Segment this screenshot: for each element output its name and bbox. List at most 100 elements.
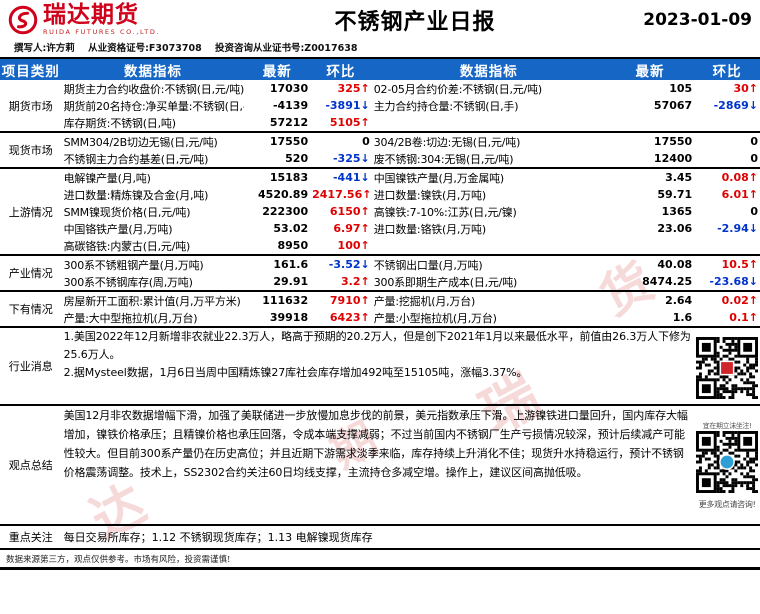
row-category: 现货市场 (0, 132, 62, 169)
indicator-label-left: 期货前20名持仓:净买单量:不锈钢(日,手) (63, 99, 245, 113)
indicator-label-left: 进口数量:精炼镍及合金(月,吨) (63, 188, 209, 202)
indicator-change-left: 325↑ (337, 82, 370, 95)
indicator-change-left: 0 (362, 135, 370, 148)
indicator-value-left: 17550 (269, 135, 309, 148)
indicator-change-right: 0 (750, 135, 758, 148)
indicator-label-right: 产量:挖掘机(月,万台) (373, 294, 476, 308)
indicator-value-right: 2.64 (665, 294, 693, 307)
indicator-label-left: 产量:大中型拖拉机(月,万台) (61, 309, 245, 328)
indicator-label-left: 期货主力合约收盘价:不锈钢(日,元/吨) (63, 82, 245, 96)
byline-consulting: 投资咨询从业证书号:Z0017638 (215, 43, 358, 54)
row-category: 产业情况 (0, 255, 62, 292)
indicator-value-right: 23.06 (657, 222, 693, 235)
summary-body: 美国12月非农数据增幅下滑，加强了美联储进一步放慢加息步伐的前景，美元指数承压下… (61, 405, 695, 526)
report-date: 2023-01-09 (643, 10, 752, 30)
news-item-1: 2.据Mysteel数据，1月6日当周中国精炼镍27库社会库存增加492吨至15… (63, 366, 528, 379)
indicator-value-left: 161.6 (273, 258, 309, 271)
focus-row: 重点关注 每日交易所库存；1.12 不锈钢现货库存；1.13 电解镍现货库存 (0, 525, 760, 548)
indicator-value-right: 3.45 (665, 171, 693, 184)
indicator-value-right: 40.08 (657, 258, 693, 271)
indicator-change-right (694, 237, 760, 256)
indicator-value-left: 8950 (244, 237, 311, 256)
indicator-label-right (371, 114, 606, 133)
byline-author: 撰写人:许方莉 (14, 43, 75, 54)
table-row: 库存期货:不锈钢(日,吨) 57212 5105↑ (0, 114, 760, 133)
indicator-label-left: 房屋新开工面积:累计值(月,万平方米) (63, 294, 241, 308)
table-row: 不锈钢主力合约基差(日,元/吨) 520 -325↓ 废不锈钢:304:无锡(日,元/… (0, 150, 760, 169)
indicator-label-right: 304/2B卷:切边:无锡(日,元/吨) (373, 135, 521, 149)
indicator-label-right: 主力合约持仓量:不锈钢(日,手) (373, 99, 519, 113)
table-row: 下有情况 房屋新开工面积:累计值(月,万平方米) 111632 7910↑ 产量:挖掘机… (0, 291, 760, 328)
indicator-value-left: 29.91 (244, 273, 311, 292)
focus-label: 重点关注 (8, 531, 53, 544)
indicator-change-right: 30↑ (733, 82, 758, 95)
news-label: 行业消息 (0, 327, 62, 406)
summary-label: 观点总结 (0, 405, 62, 526)
indicator-value-left: 39918 (244, 309, 311, 328)
disclaimer: 数据来源第三方，观点仅供参考。市场有风险，投资需谨慎! (0, 548, 760, 570)
th-category: 项目类别 (0, 59, 62, 80)
indicator-value-left: 17030 (269, 82, 309, 95)
indicator-label-right: 产量:小型拖拉机(月,万台) (371, 309, 606, 328)
table-row: 高碳铬铁:内蒙古(日,元/吨) 8950 100↑ (0, 237, 760, 256)
indicator-label-right: 不锈钢出口量(月,万吨) (373, 258, 483, 272)
indicator-label-right: 02-05月合约价差:不锈钢(日,元/吨) (373, 82, 542, 96)
indicator-label-left: 不锈钢主力合约基差(日,元/吨) (61, 150, 245, 169)
brand-logo: 瑞达期货 RUIDA FUTURES CO.,LTD. (8, 4, 218, 36)
indicator-change-left: 5105↑ (310, 114, 372, 133)
indicator-label-left: 库存期货:不锈钢(日,吨) (61, 114, 245, 133)
indicator-change-right: -2869↓ (713, 99, 758, 112)
indicator-label-left: 高碳铬铁:内蒙古(日,元/吨) (61, 237, 245, 256)
byline: 撰写人:许方莉 从业资格证号:F3073708 投资咨询从业证书号:Z00176… (0, 38, 760, 59)
news-qr-code[interactable] (696, 336, 759, 402)
th-latest-l: 最新 (244, 59, 311, 80)
indicator-change-left: 6.97↑ (333, 222, 370, 235)
indicator-label-right (371, 237, 606, 256)
indicator-label-right: 进口数量:铬铁(月,万吨) (373, 222, 486, 236)
table-row: 产量:大中型拖拉机(月,万台) 39918 6423↑ 产量:小型拖拉机(月,万台) 1… (0, 309, 760, 328)
consult-qr-code[interactable] (696, 430, 759, 496)
indicator-value-left: 57212 (244, 114, 311, 133)
indicator-change-right: -23.68↓ (694, 273, 760, 292)
news-row: 行业消息 1.美国2022年12月新增非农就业22.3万人，略高于预期的20.2… (0, 327, 760, 406)
table-row: 300系不锈钢库存(周,万吨) 29.91 3.2↑ 300系即期生产成本(日,元/吨… (0, 273, 760, 292)
indicator-value-right: 57067 (653, 99, 693, 112)
table-row: 现货市场 SMM304/2B切边无锡(日,元/吨) 17550 0 304/2B卷:切边… (0, 132, 760, 169)
indicator-label-right: 高镍铁:7-10%:江苏(日,元/镍) (373, 205, 517, 219)
report-header: 瑞达期货 RUIDA FUTURES CO.,LTD. 不锈钢产业日报 2023… (0, 0, 760, 38)
indicator-value-right: 59.71 (657, 188, 693, 201)
indicator-label-left: SMM镍现货价格(日,元/吨) (63, 205, 191, 219)
indicator-change-left: 6423↑ (310, 309, 372, 328)
page-title: 不锈钢产业日报 (334, 10, 496, 35)
indicator-value-right: 8474.25 (605, 273, 695, 292)
indicator-value-right: 1365 (661, 205, 693, 218)
indicator-label-right: 300系即期生产成本(日,元/吨) (371, 273, 606, 292)
indicator-label-left: 300系不锈粗钢产量(月,万吨) (63, 258, 204, 272)
indicator-label-left: 中国铬铁产量(月,万吨) (63, 222, 173, 236)
indicator-change-left: -441↓ (332, 171, 370, 184)
summary-qr-top-text: 宜在期立沫坐注! (702, 421, 752, 430)
indicator-change-right: 0.08↑ (721, 171, 758, 184)
indicator-change-right: 0 (750, 205, 758, 218)
summary-qr-caption: 更多观点请咨询! (698, 499, 756, 509)
indicator-change-left: 6150↑ (329, 205, 370, 218)
table-row: 中国铬铁产量(月,万吨) 53.02 6.97↑ 进口数量:铬铁(月,万吨) 23.06… (0, 220, 760, 237)
indicator-value-left: 53.02 (273, 222, 309, 235)
indicator-value-left: -4139 (272, 99, 309, 112)
news-body: 1.美国2022年12月新增非农就业22.3万人，略高于预期的20.2万人，但是… (61, 327, 695, 406)
brand-name-en: RUIDA FUTURES CO.,LTD. (43, 28, 161, 37)
news-item-0: 1.美国2022年12月新增非农就业22.3万人，略高于预期的20.2万人，但是… (63, 330, 691, 361)
news-qr-cell (694, 327, 760, 406)
indicator-change-left: 3.2↑ (310, 273, 372, 292)
ruida-swirl-icon (8, 5, 38, 35)
indicator-label-left: SMM304/2B切边无锡(日,元/吨) (63, 135, 218, 149)
indicator-label-right: 废不锈钢:304:无锡(日,元/吨) (371, 150, 606, 169)
indicator-value-left: 111632 (262, 294, 309, 307)
table-header-row: 项目类别 数据指标 最新 环比 数据指标 最新 环比 (0, 59, 760, 80)
indicator-change-right: 0.02↑ (721, 294, 758, 307)
summary-row: 观点总结 美国12月非农数据增幅下滑，加强了美联储进一步放慢加息步伐的前景，美元… (0, 405, 760, 526)
indicator-value-left: 4520.89 (258, 188, 309, 201)
indicator-value-right: 1.6 (605, 309, 695, 328)
brand-name-cn: 瑞达期货 (43, 2, 139, 29)
focus-text: 每日交易所库存；1.12 不锈钢现货库存；1.13 电解镍现货库存 (63, 531, 373, 544)
